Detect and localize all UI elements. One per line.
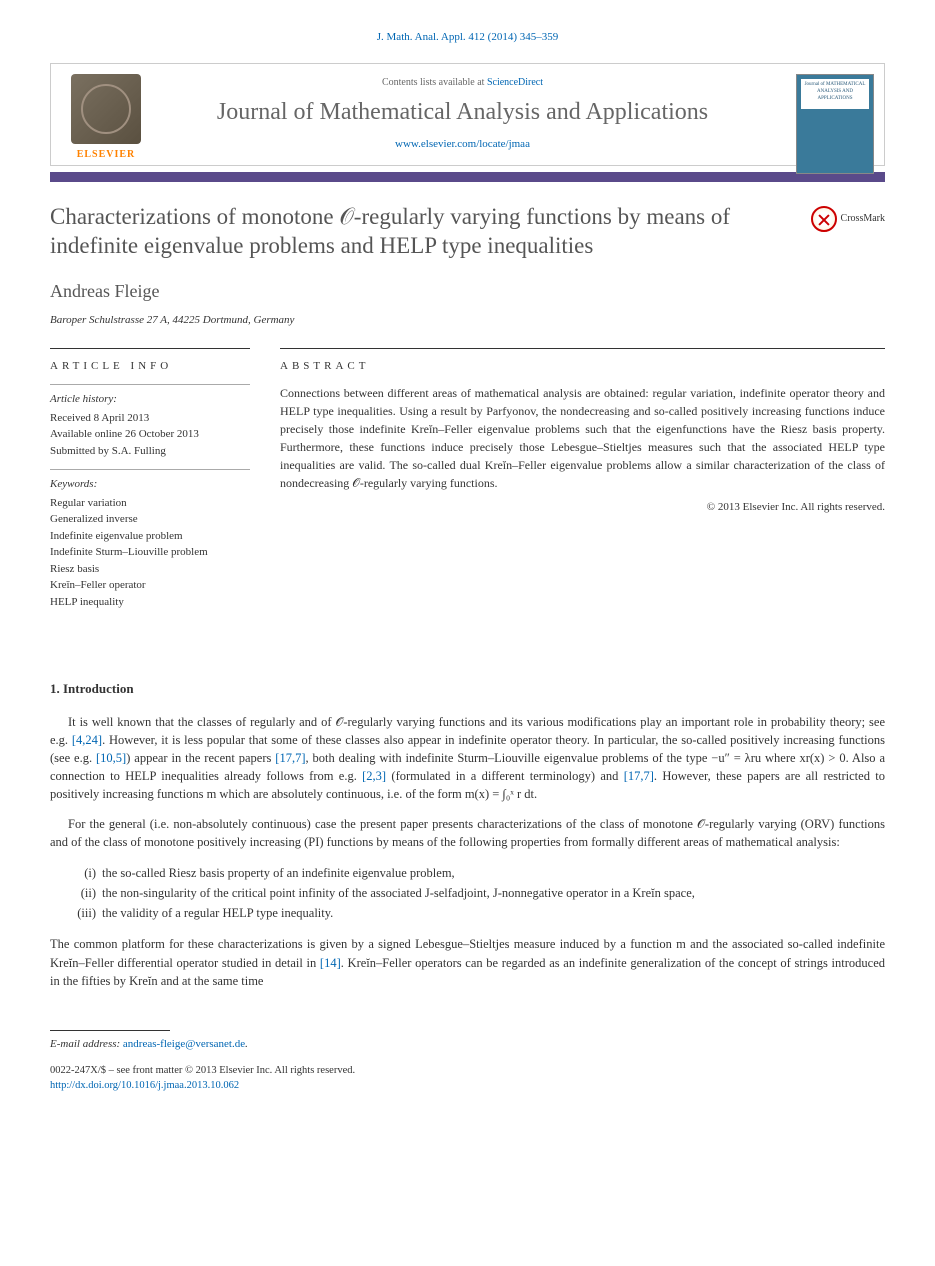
abstract-column: abstract Connections between different a… (280, 348, 885, 620)
keyword-item: Generalized inverse (50, 511, 250, 528)
abstract-label: abstract (280, 348, 885, 374)
citation-ref[interactable]: [17,7] (275, 751, 305, 765)
keyword-item: HELP inequality (50, 594, 250, 611)
journal-cover-thumbnail: Journal of MATHEMATICAL ANALYSIS AND APP… (796, 74, 874, 174)
history-heading: Article history: (50, 391, 250, 408)
intro-paragraph-1: It is well known that the classes of reg… (50, 713, 885, 804)
article-info-label: article info (50, 348, 250, 374)
elsevier-logo: ELSEVIER (61, 74, 151, 162)
history-online: Available online 26 October 2013 (50, 426, 250, 443)
citation-ref[interactable]: [4,24] (72, 733, 102, 747)
text-span: ) appear in the recent papers (126, 751, 275, 765)
corresponding-email-line: E-mail address: andreas-fleige@versanet.… (50, 1037, 885, 1052)
article-info-column: article info Article history: Received 8… (50, 348, 250, 620)
divider-bar (50, 172, 885, 182)
abstract-copyright: © 2013 Elsevier Inc. All rights reserved… (280, 500, 885, 515)
item-text: the validity of a regular HELP type ineq… (102, 903, 333, 923)
crossmark-icon (811, 206, 837, 232)
section-heading-intro: 1. Introduction (50, 680, 885, 698)
journal-header: ELSEVIER Journal of MATHEMATICAL ANALYSI… (50, 63, 885, 165)
author-name: Andreas Fleige (50, 279, 885, 304)
crossmark-label: CrossMark (841, 212, 885, 226)
author-affiliation: Baroper Schulstrasse 27 A, 44225 Dortmun… (50, 313, 885, 328)
citation-ref[interactable]: [10,5] (96, 751, 126, 765)
item-text: the so-called Riesz basis property of an… (102, 863, 455, 883)
page-footer-info: 0022-247X/$ – see front matter © 2013 El… (50, 1064, 885, 1093)
elsevier-tree-icon (71, 74, 141, 144)
doi-link[interactable]: http://dx.doi.org/10.1016/j.jmaa.2013.10… (50, 1080, 239, 1091)
author-email-link[interactable]: andreas-fleige@versanet.de (123, 1038, 245, 1050)
keywords-heading: Keywords: (50, 476, 250, 493)
item-number: (iii) (68, 903, 96, 923)
front-matter-line: 0022-247X/$ – see front matter © 2013 El… (50, 1064, 885, 1079)
abstract-text: Connections between different areas of m… (280, 384, 885, 492)
item-text: the non-singularity of the critical poin… (102, 883, 695, 903)
sciencedirect-link[interactable]: ScienceDirect (487, 77, 543, 88)
keyword-item: Riesz basis (50, 561, 250, 578)
journal-title: Journal of Mathematical Analysis and App… (161, 98, 764, 127)
intro-paragraph-2: For the general (i.e. non-absolutely con… (50, 815, 885, 851)
contents-available-line: Contents lists available at ScienceDirec… (161, 76, 764, 90)
article-title: Characterizations of monotone 𝒪-regularl… (50, 202, 791, 262)
list-item: (i) the so-called Riesz basis property of… (68, 863, 885, 883)
intro-paragraph-3: The common platform for these characteri… (50, 935, 885, 989)
citation-ref[interactable]: [14] (320, 956, 341, 970)
citation-ref[interactable]: [17,7] (624, 769, 654, 783)
keyword-item: Indefinite Sturm–Liouville problem (50, 544, 250, 561)
keyword-item: Indefinite eigenvalue problem (50, 528, 250, 545)
article-history-block: Article history: Received 8 April 2013 A… (50, 384, 250, 459)
list-item: (ii) the non-singularity of the critical … (68, 883, 885, 903)
cover-title-text: Journal of MATHEMATICAL ANALYSIS AND APP… (801, 79, 869, 109)
text-span: (formulated in a different terminology) … (386, 769, 624, 783)
list-item: (iii) the validity of a regular HELP type… (68, 903, 885, 923)
journal-homepage-link[interactable]: www.elsevier.com/locate/jmaa (395, 138, 530, 150)
footnote-separator (50, 1030, 170, 1031)
history-received: Received 8 April 2013 (50, 410, 250, 427)
crossmark-badge[interactable]: CrossMark (811, 206, 885, 232)
citation-ref[interactable]: [2,3] (362, 769, 386, 783)
item-number: (ii) (68, 883, 96, 903)
citation-header: J. Math. Anal. Appl. 412 (2014) 345–359 (50, 30, 885, 45)
journal-homepage-line: www.elsevier.com/locate/jmaa (161, 137, 764, 152)
email-label: E-mail address: (50, 1038, 123, 1050)
keyword-item: Kreĭn–Feller operator (50, 577, 250, 594)
item-number: (i) (68, 863, 96, 883)
history-submitted: Submitted by S.A. Fulling (50, 443, 250, 460)
keyword-item: Regular variation (50, 495, 250, 512)
enumerated-list: (i) the so-called Riesz basis property of… (68, 863, 885, 923)
publisher-name: ELSEVIER (61, 148, 151, 162)
contents-prefix: Contents lists available at (382, 77, 487, 88)
keywords-block: Keywords: Regular variation Generalized … (50, 469, 250, 610)
